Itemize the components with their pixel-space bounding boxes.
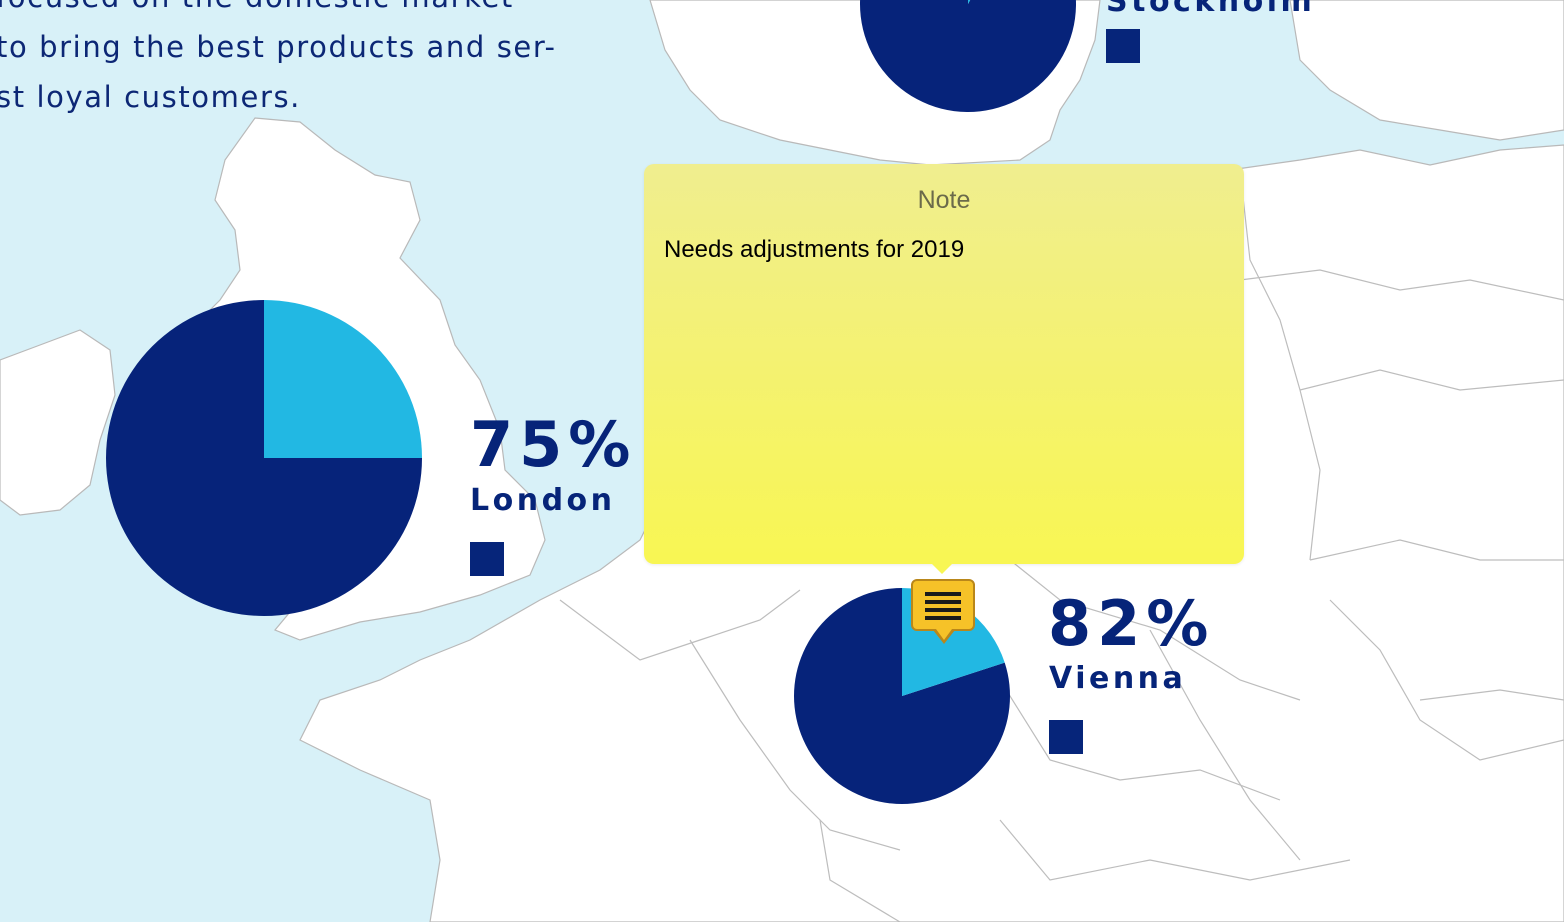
london-percent-label: 75%	[470, 408, 637, 481]
country-border	[999, 819, 1351, 881]
intro-line: to bring the best products and ser-	[0, 30, 557, 64]
vienna-pie-chart[interactable]	[794, 588, 1010, 804]
note-icon-line	[925, 616, 961, 620]
london-legend-square	[470, 542, 504, 576]
stockholm-legend-square	[1106, 29, 1140, 63]
vienna-city-label: Vienna	[1049, 661, 1187, 696]
intro-line: focused on the domestic market	[0, 0, 596, 22]
intro-paragraph: focused on the domestic market to bring …	[0, 0, 596, 122]
london-city-label: London	[470, 483, 616, 518]
note-popup-pointer	[930, 562, 954, 574]
vienna-percent-label: 82%	[1048, 587, 1215, 660]
finland-landmass	[1289, 0, 1564, 141]
country-border	[1329, 599, 1564, 761]
ireland-landmass	[0, 329, 116, 516]
country-border	[559, 589, 801, 661]
country-border	[1149, 629, 1301, 861]
note-icon-tail	[936, 629, 952, 640]
country-border	[1239, 169, 1321, 561]
stockholm-city-label: Stockholm	[1106, 0, 1316, 19]
london-pie-chart[interactable]	[106, 300, 422, 616]
country-border	[1309, 539, 1564, 561]
vienna-legend-square	[1049, 720, 1083, 754]
note-icon[interactable]	[911, 579, 975, 644]
country-border	[1299, 369, 1564, 391]
note-icon-line	[925, 592, 961, 596]
stockholm-pie-chart[interactable]	[860, 0, 1076, 112]
country-border	[1009, 559, 1301, 701]
pie-slice-0[interactable]	[860, 0, 1076, 112]
note-title: Note	[917, 186, 971, 214]
country-border	[1419, 689, 1564, 701]
pie-slice-1[interactable]	[968, 0, 1020, 4]
pie-slice-1[interactable]	[264, 300, 422, 458]
country-border	[819, 819, 901, 922]
country-border	[999, 679, 1281, 801]
country-border	[689, 639, 901, 851]
note-popup[interactable]: Note Needs adjustments for 2019	[644, 164, 1244, 564]
intro-line: st loyal customers.	[0, 80, 301, 114]
note-icon-line	[925, 600, 961, 604]
note-icon-line	[925, 608, 961, 612]
note-text[interactable]: Needs adjustments for 2019	[664, 236, 965, 263]
country-border	[1239, 269, 1564, 301]
